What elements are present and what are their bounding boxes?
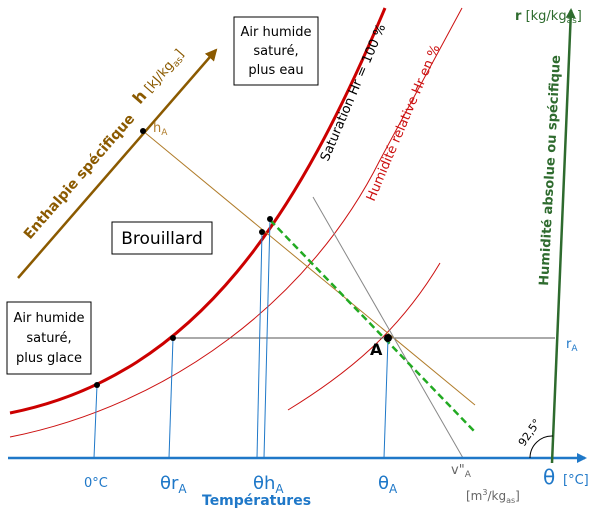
relative-humidity-label: Humidité relative Hr en % bbox=[364, 43, 444, 204]
box-water-line-1: Air humide bbox=[241, 25, 312, 40]
humidity-axis bbox=[550, 8, 576, 464]
box-ice bbox=[6, 301, 92, 375]
box-water-line-2: saturé, bbox=[253, 44, 298, 59]
projection-theta-h-2 bbox=[263, 218, 271, 459]
theta-symbol: θ bbox=[543, 465, 555, 489]
point-zero bbox=[94, 382, 100, 388]
brouillard-label: Brouillard bbox=[121, 229, 203, 249]
angle-arc bbox=[529, 435, 554, 459]
theta-h-label: θhA bbox=[253, 473, 284, 496]
projection-theta-r bbox=[168, 337, 174, 459]
theta-a-label: θA bbox=[378, 473, 398, 496]
point-a bbox=[384, 334, 392, 342]
box-ice-line-3: plus glace bbox=[16, 351, 82, 366]
humidity-curve-outer bbox=[9, 7, 463, 438]
point-saturation-r bbox=[170, 335, 176, 341]
box-water-line-3: plus eau bbox=[248, 63, 303, 78]
point-saturation-1 bbox=[267, 216, 273, 222]
specific-volume-unit: [m3/kgas] bbox=[466, 488, 520, 505]
r-axis-label: r [kg/kgas] bbox=[515, 9, 582, 26]
theta-unit: [°C] bbox=[563, 473, 589, 488]
saturation-curve bbox=[9, 7, 387, 415]
temperatures-label: Températures bbox=[202, 493, 311, 509]
enthalpy-axis bbox=[17, 48, 218, 279]
h-a-label: hA bbox=[153, 121, 168, 138]
projection-zero bbox=[93, 384, 98, 459]
enthalpy-axis-label: h [kJ/kgas] bbox=[129, 44, 189, 109]
specific-volume-line bbox=[312, 196, 464, 459]
humidity-curve-inner bbox=[287, 262, 441, 411]
theta-r-label: θrA bbox=[160, 473, 187, 496]
enthalpy-line bbox=[142, 130, 476, 406]
box-ice-line-2: saturé, bbox=[26, 331, 71, 346]
zero-c-label: 0°C bbox=[84, 476, 108, 491]
projection-theta-h bbox=[256, 231, 263, 459]
angle-label: 92,5° bbox=[516, 417, 544, 449]
r-a-label: rA bbox=[566, 337, 578, 354]
box-water bbox=[233, 16, 319, 86]
box-ice-line-1: Air humide bbox=[14, 311, 85, 326]
projection-theta-a bbox=[383, 337, 389, 459]
specific-volume-label: v"A bbox=[451, 463, 472, 480]
point-h-a bbox=[140, 128, 146, 134]
box-brouillard bbox=[111, 221, 213, 255]
point-saturation-2 bbox=[259, 229, 265, 235]
saturation-label: Saturation Hr = 100 % bbox=[318, 22, 389, 164]
dew-point-line bbox=[269, 219, 476, 433]
point-a-label: A bbox=[370, 340, 383, 359]
